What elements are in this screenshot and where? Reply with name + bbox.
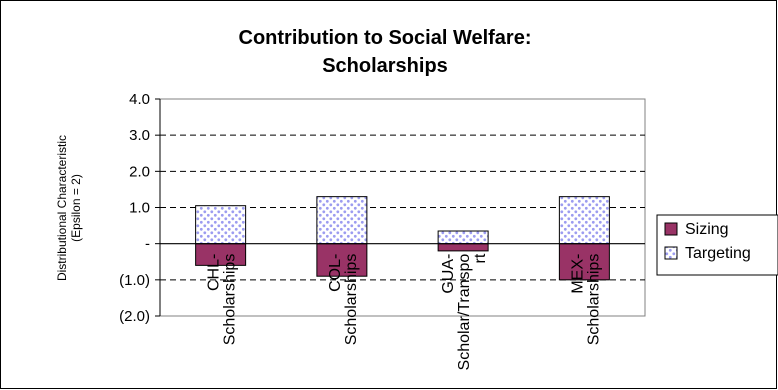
bar-targeting — [316, 196, 368, 245]
bar-sizing — [437, 243, 489, 252]
y-tick-label: 2.0 — [129, 163, 150, 180]
x-tick-label: Scholarships — [222, 254, 239, 346]
y-tick-label: 4.0 — [129, 91, 150, 108]
x-tick-label: MEX- — [569, 254, 586, 294]
y-axis-label-line-1: Distributional Characteristic — [55, 135, 69, 281]
bar-targeting — [195, 205, 247, 245]
x-tick-label: CHL- — [206, 254, 223, 291]
bar-targeting — [558, 196, 610, 245]
legend-label-targeting: Targeting — [685, 245, 751, 262]
bar-sizing — [558, 243, 610, 281]
bar-targeting — [437, 230, 489, 245]
legend-swatch-sizing — [664, 222, 678, 236]
x-tick-label: Scholar/Transpo — [456, 254, 473, 371]
x-tick-label: GUA- — [440, 254, 457, 294]
y-tick-label: - — [145, 236, 150, 253]
legend-swatch-targeting — [664, 246, 678, 260]
y-tick-label: 1.0 — [129, 200, 150, 217]
y-tick-label: 3.0 — [129, 127, 150, 144]
y-tick-label: (1.0) — [119, 272, 150, 289]
y-tick-label: (2.0) — [119, 308, 150, 325]
y-axis-label-line-2: (Epsilon = 2) — [69, 174, 83, 242]
x-tick-label: rt — [472, 253, 489, 263]
x-tick-label: Scholarships — [343, 254, 360, 346]
x-tick-label: COL- — [327, 254, 344, 292]
legend-label-sizing: Sizing — [685, 221, 729, 238]
chart-title-line-2: Scholarships — [322, 55, 448, 77]
chart-title-line-1: Contribution to Social Welfare: — [239, 27, 532, 49]
x-tick-label: Scholarships — [585, 254, 602, 346]
